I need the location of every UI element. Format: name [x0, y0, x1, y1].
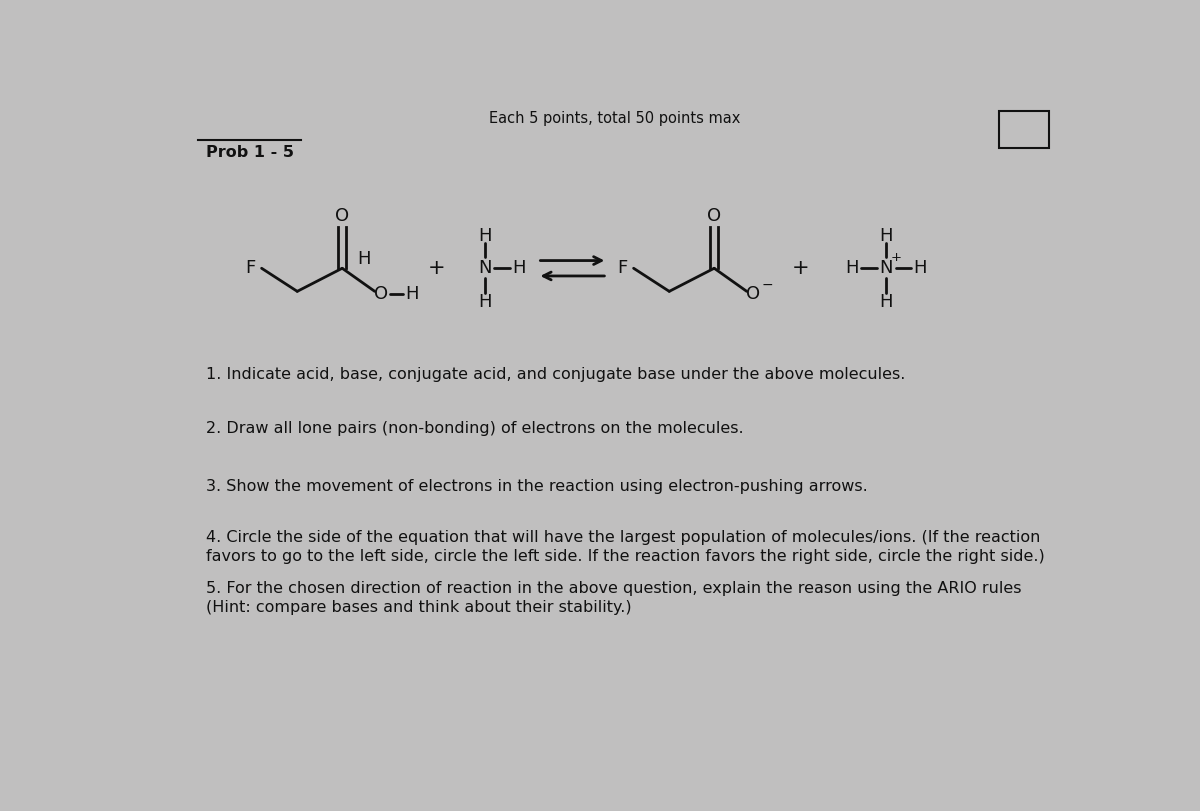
Text: favors to go to the left side, circle the left side. If the reaction favors the : favors to go to the left side, circle th… — [206, 549, 1044, 564]
Text: Prob 1 - 5: Prob 1 - 5 — [206, 145, 294, 161]
Text: 1. Indicate acid, base, conjugate acid, and conjugate base under the above molec: 1. Indicate acid, base, conjugate acid, … — [206, 367, 905, 382]
Text: H: H — [478, 293, 492, 311]
Bar — [998, 111, 1049, 148]
Text: H: H — [406, 285, 419, 303]
Text: N: N — [478, 260, 492, 277]
Text: H: H — [913, 260, 928, 277]
Text: H: H — [880, 293, 893, 311]
Text: O: O — [707, 207, 721, 225]
Text: H: H — [845, 260, 859, 277]
Text: F: F — [618, 260, 628, 277]
Text: 3. Show the movement of electrons in the reaction using electron-pushing arrows.: 3. Show the movement of electrons in the… — [206, 478, 868, 494]
Text: −: − — [761, 278, 773, 292]
Text: +: + — [428, 258, 445, 278]
Text: 2. Draw all lone pairs (non-bonding) of electrons on the molecules.: 2. Draw all lone pairs (non-bonding) of … — [206, 421, 744, 436]
Text: O: O — [374, 285, 388, 303]
Text: F: F — [246, 260, 256, 277]
Text: H: H — [358, 250, 371, 268]
Text: N: N — [880, 260, 893, 277]
Text: 4. Circle the side of the equation that will have the largest population of mole: 4. Circle the side of the equation that … — [206, 530, 1040, 545]
Text: +: + — [792, 258, 810, 278]
Text: (Hint: compare bases and think about their stability.): (Hint: compare bases and think about the… — [206, 599, 631, 615]
Text: O: O — [746, 285, 760, 303]
Text: H: H — [478, 227, 492, 245]
Text: H: H — [880, 227, 893, 245]
Text: H: H — [512, 260, 526, 277]
Text: Each 5 points, total 50 points max: Each 5 points, total 50 points max — [490, 111, 740, 127]
Text: 5. For the chosen direction of reaction in the above question, explain the reaso: 5. For the chosen direction of reaction … — [206, 581, 1021, 596]
Text: O: O — [335, 207, 349, 225]
Text: +: + — [890, 251, 902, 264]
